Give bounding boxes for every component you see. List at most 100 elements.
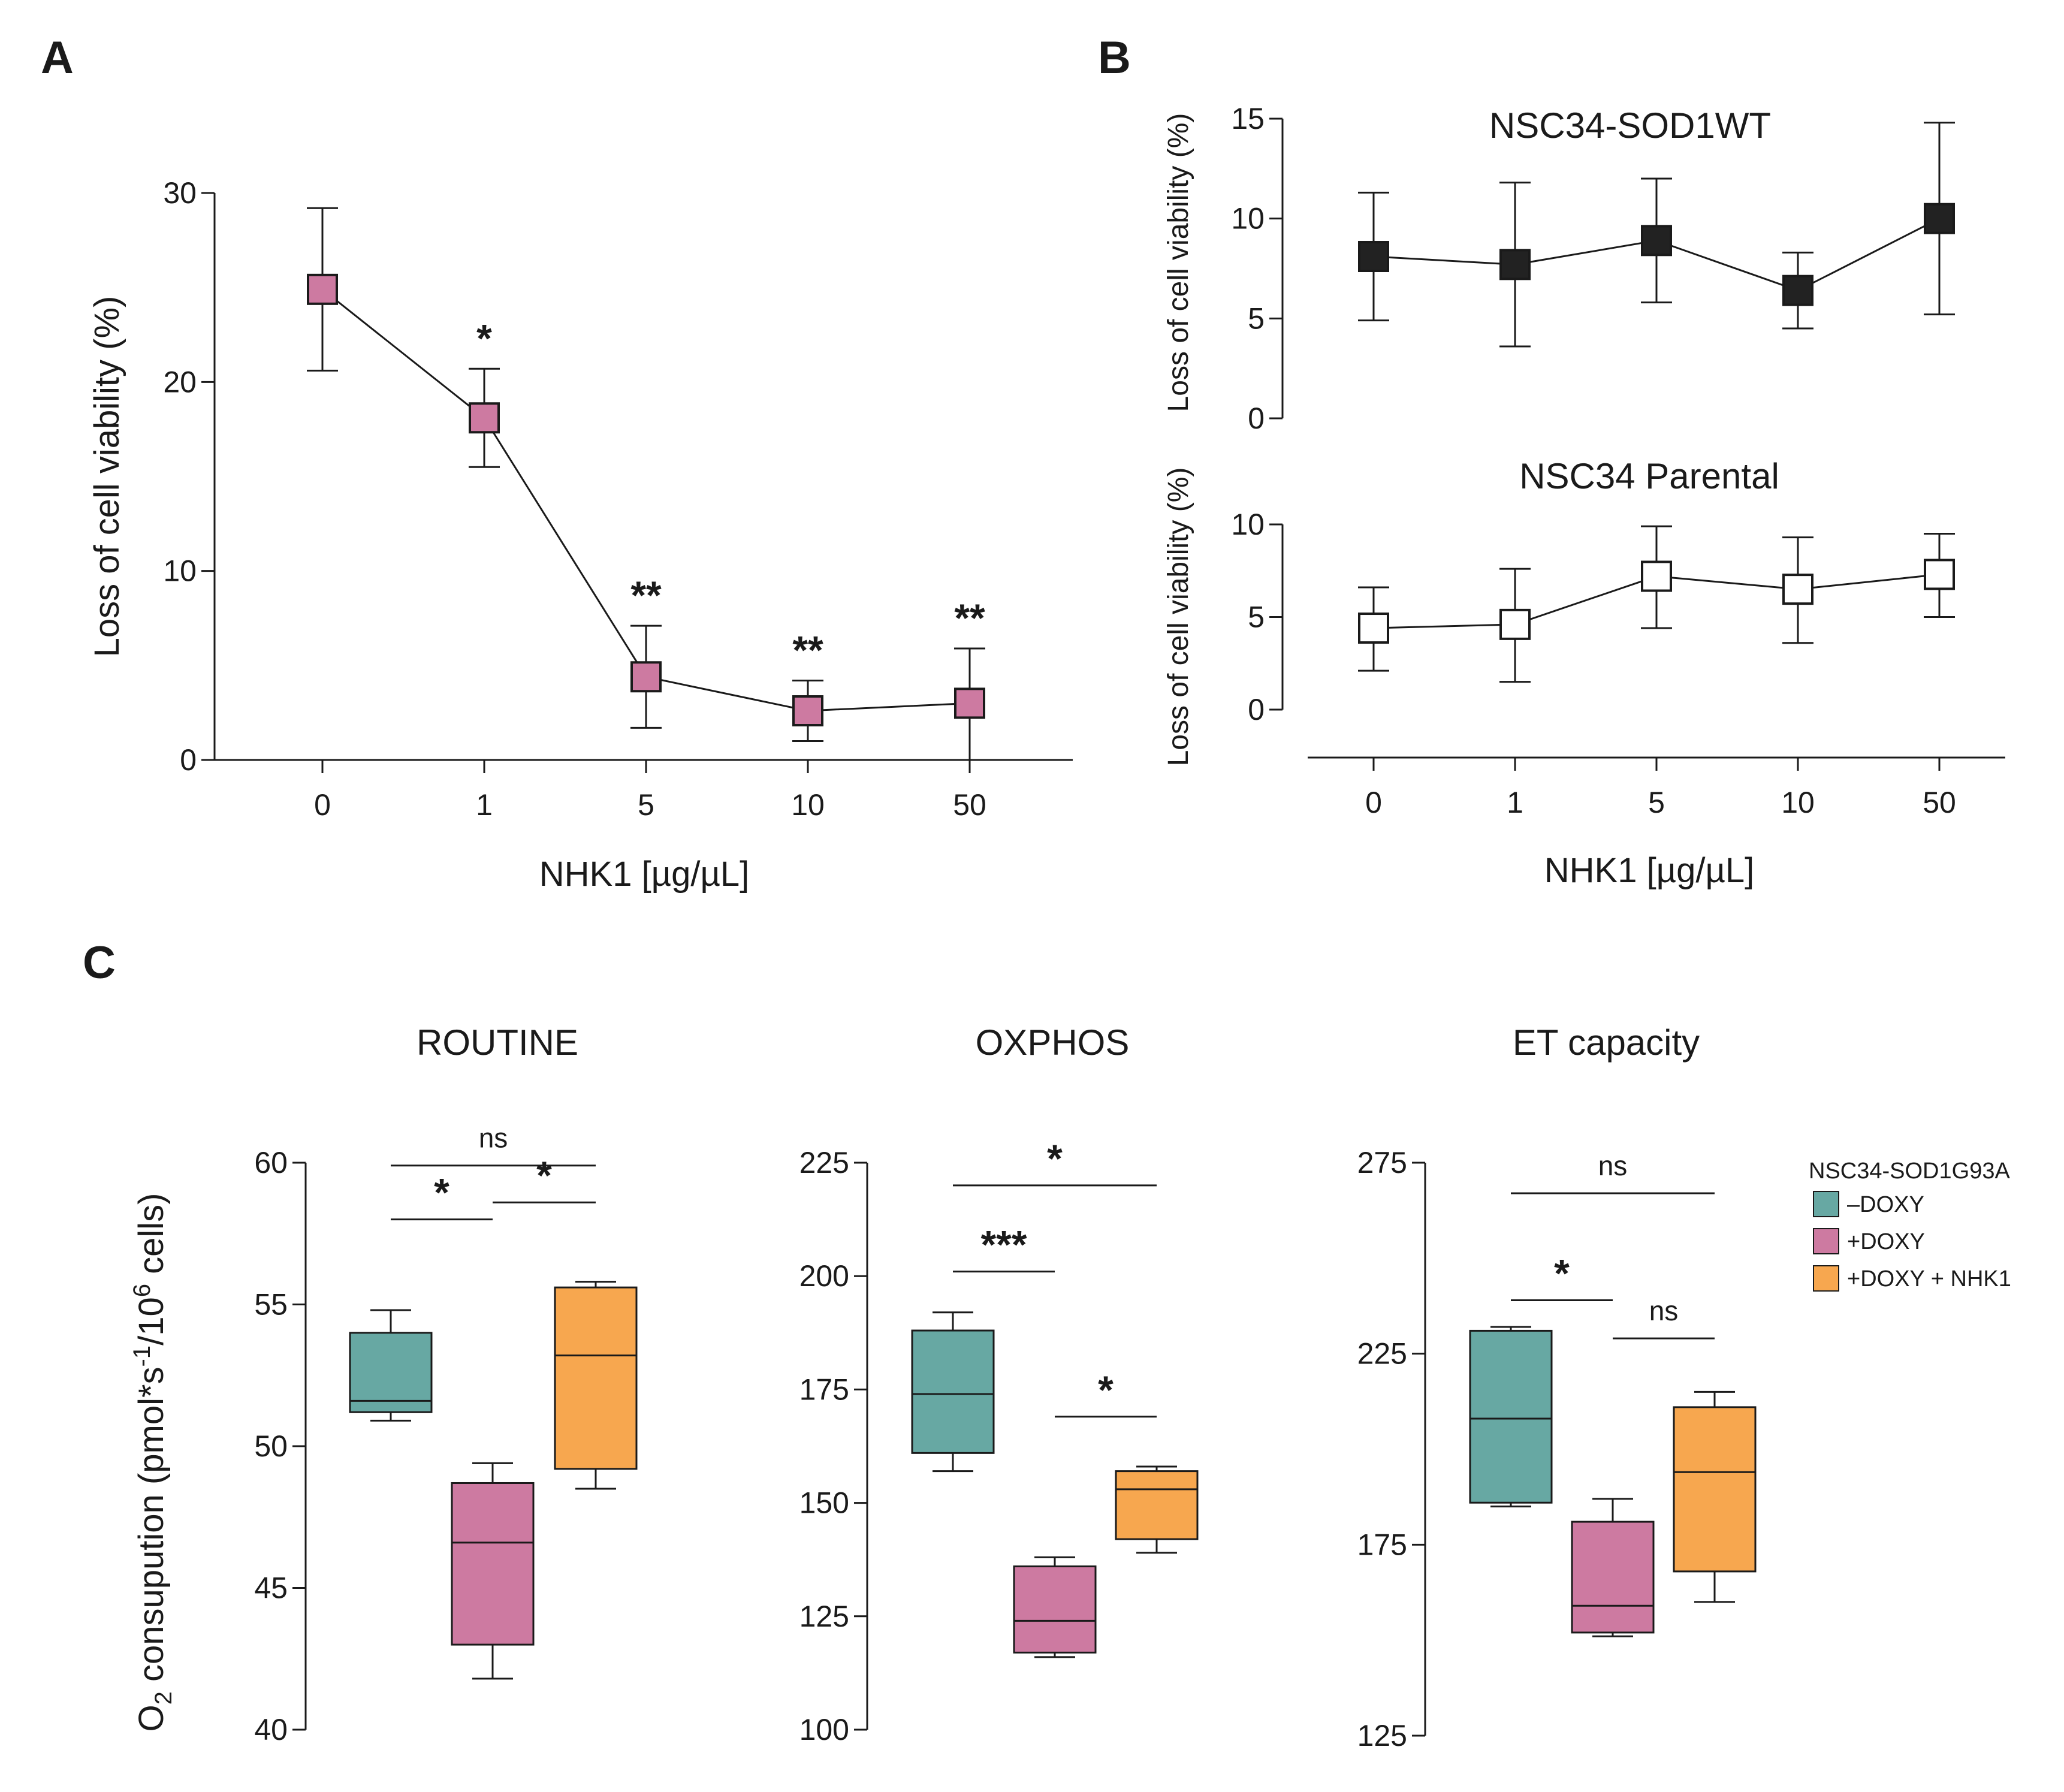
legend-swatch-plus-doxy xyxy=(1813,1228,1839,1254)
et-capacity-boxplot: ET capacity 125 175 225 275 * ns ns xyxy=(1357,1022,1757,1752)
panel-b-top-title: NSC34-SOD1WT xyxy=(1489,105,1771,146)
et-box xyxy=(1673,1406,1757,1573)
panel-c-y-label: O2 consupution (pmol*s-1/106 cells) xyxy=(129,1193,177,1732)
bb-ytick-label: 10 xyxy=(1231,508,1265,541)
oxphos-title: OXPHOS xyxy=(976,1022,1130,1063)
bb-xtick-label: 5 xyxy=(1648,786,1665,819)
a-xtick-label: 0 xyxy=(314,788,331,822)
et-box xyxy=(1571,1521,1655,1634)
a-significance-label: ** xyxy=(792,628,823,672)
a-data-point xyxy=(469,402,500,434)
routine-ytick-label: 60 xyxy=(254,1146,288,1179)
bb-data-point xyxy=(1924,559,1955,590)
oxphos-ytick-label: 150 xyxy=(799,1486,849,1520)
a-ytick-label: 20 xyxy=(163,365,197,399)
bb-xtick-label: 1 xyxy=(1507,786,1523,819)
bt-data-point xyxy=(1924,203,1955,234)
bt-ytick-label: 0 xyxy=(1248,402,1265,435)
a-data-point xyxy=(630,661,662,693)
panel-b-top-y-label: Loss of cell viability (%) xyxy=(1163,113,1194,412)
a-data-point xyxy=(792,695,823,727)
panel-c-y-label-end: cells) xyxy=(132,1193,171,1284)
routine-boxplot: ROUTINE 40 45 50 55 60 * * ns xyxy=(254,1022,638,1746)
legend-label-plus-doxy-nhk1: +DOXY + NHK1 xyxy=(1847,1266,2011,1292)
panel-b-bottom-title: NSC34 Parental xyxy=(1519,456,1779,496)
panel-c-y-label-sub: 2 xyxy=(150,1691,177,1704)
a-xtick-label: 10 xyxy=(791,788,825,822)
a-xtick-label: 5 xyxy=(638,788,654,822)
oxphos-comparison-label: * xyxy=(1098,1368,1114,1412)
legend-label-minus-doxy: –DOXY xyxy=(1847,1192,1924,1217)
oxphos-box xyxy=(1013,1565,1097,1654)
et-ytick-label: 125 xyxy=(1357,1719,1407,1752)
routine-box xyxy=(554,1286,638,1470)
a-significance-label: ** xyxy=(630,573,662,617)
routine-comparison-label: * xyxy=(434,1170,449,1215)
bb-ytick-label: 0 xyxy=(1248,693,1265,726)
a-ytick-label: 0 xyxy=(180,743,197,777)
legend-label-plus-doxy: +DOXY xyxy=(1847,1229,1925,1254)
et-box xyxy=(1469,1329,1553,1504)
et-ytick-label: 275 xyxy=(1357,1146,1407,1179)
oxphos-ytick-label: 225 xyxy=(799,1146,849,1179)
a-data-point xyxy=(954,687,985,719)
bb-data-point xyxy=(1499,608,1531,640)
a-data-point xyxy=(307,273,338,305)
routine-box xyxy=(451,1482,535,1646)
et-comparison-label: ns xyxy=(1649,1295,1679,1326)
panel-c-y-label-sup2: 6 xyxy=(129,1284,155,1297)
panel-c-y-label-o: O xyxy=(132,1704,171,1731)
oxphos-box xyxy=(1115,1470,1199,1540)
panel-b-x-label: NHK1 [µg/µL] xyxy=(1544,851,1755,890)
a-ytick-label: 10 xyxy=(163,554,197,588)
legend: NSC34-SOD1G93A –DOXY +DOXY +DOXY + NHK1 xyxy=(1809,1159,2011,1292)
et-title: ET capacity xyxy=(1513,1022,1700,1063)
oxphos-ytick-label: 175 xyxy=(799,1372,849,1406)
bt-data-point xyxy=(1641,225,1672,257)
a-xtick-label: 1 xyxy=(476,788,493,822)
panel-b-top-chart: 0 5 10 15 NSC34-SOD1WT Loss of cell viabili… xyxy=(1163,102,1955,435)
oxphos-ytick-label: 200 xyxy=(799,1259,849,1293)
panel-label-a: A xyxy=(41,32,74,83)
routine-box xyxy=(349,1332,433,1413)
panel-c-y-label-sup1: -1 xyxy=(129,1345,155,1367)
panel-b-bottom-y-label: Loss of cell viability (%) xyxy=(1163,467,1194,767)
bb-ytick-label: 5 xyxy=(1248,601,1265,634)
a-xtick-label: 50 xyxy=(953,788,986,822)
oxphos-ytick-label: 125 xyxy=(799,1600,849,1633)
bt-data-point xyxy=(1499,249,1531,280)
bt-data-point xyxy=(1358,241,1389,272)
panel-label-c: C xyxy=(83,937,116,988)
oxphos-comparison-label: * xyxy=(1047,1136,1063,1181)
panel-label-b: B xyxy=(1098,32,1131,83)
et-comparison-label: ns xyxy=(1598,1150,1628,1181)
oxphos-comparison-label: *** xyxy=(980,1223,1027,1267)
routine-comparison-label: * xyxy=(536,1153,552,1197)
routine-comparison-label: ns xyxy=(479,1123,508,1154)
legend-swatch-plus-doxy-nhk1 xyxy=(1813,1265,1839,1292)
a-ytick-label: 30 xyxy=(163,176,197,210)
a-significance-label: * xyxy=(476,316,492,360)
panel-a-y-label: Loss of cell viability (%) xyxy=(87,296,126,657)
bb-xtick-label: 10 xyxy=(1781,786,1815,819)
oxphos-ytick-label: 100 xyxy=(799,1713,849,1746)
oxphos-box xyxy=(911,1329,995,1454)
bb-xtick-label: 50 xyxy=(1923,786,1956,819)
routine-ytick-label: 45 xyxy=(254,1571,288,1605)
bb-data-point xyxy=(1641,560,1672,592)
routine-ytick-label: 40 xyxy=(254,1713,288,1746)
et-comparison-label: * xyxy=(1554,1251,1570,1295)
bt-data-point xyxy=(1782,274,1813,306)
legend-title: NSC34-SOD1G93A xyxy=(1809,1159,2010,1184)
routine-ytick-label: 50 xyxy=(254,1429,288,1463)
panel-b-bottom-chart: 0 5 10 0 1 5 10 50 NSC34 Parental NHK1 [µg/µL]… xyxy=(1163,456,2005,890)
bt-ytick-label: 15 xyxy=(1231,102,1265,135)
bb-data-point xyxy=(1782,574,1813,605)
bb-data-point xyxy=(1358,613,1389,644)
panel-c-charts: O2 consupution (pmol*s-1/106 cells) ROUT… xyxy=(129,1022,2011,1752)
a-significance-label: ** xyxy=(954,596,985,640)
bt-ytick-label: 5 xyxy=(1248,301,1265,335)
